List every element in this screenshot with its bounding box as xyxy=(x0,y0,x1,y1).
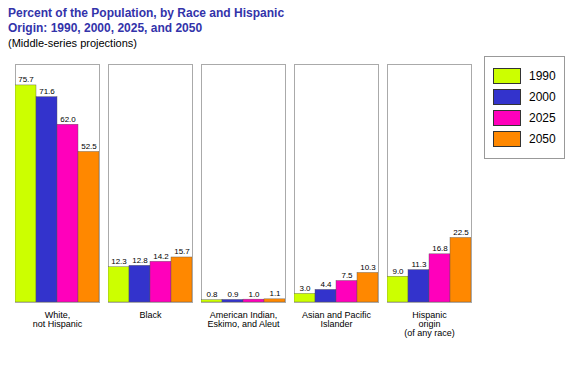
html-text:1990: 1990 xyxy=(529,69,556,83)
svg-text:71.6: 71.6 xyxy=(39,87,55,96)
html-text:2050: 2050 xyxy=(529,132,556,146)
svg-text:12.3: 12.3 xyxy=(111,257,127,266)
svg-text:52.5: 52.5 xyxy=(81,142,97,151)
html-text:2000: 2000 xyxy=(529,90,556,104)
svg-text:22.5: 22.5 xyxy=(453,228,469,237)
svg-text:11.3: 11.3 xyxy=(412,260,428,269)
svg-text:1.1: 1.1 xyxy=(269,289,281,298)
svg-text:0.8: 0.8 xyxy=(206,290,218,299)
svg-text:9.0: 9.0 xyxy=(392,267,404,276)
svg-text:14.2: 14.2 xyxy=(153,252,169,261)
svg-text:12.8: 12.8 xyxy=(132,256,148,265)
svg-text:75.7: 75.7 xyxy=(18,75,34,84)
svg-text:Black: Black xyxy=(139,310,162,320)
svg-text:7.5: 7.5 xyxy=(341,271,353,280)
svg-text:15.7: 15.7 xyxy=(174,247,190,256)
svg-text:4.4: 4.4 xyxy=(320,280,332,289)
svg-text:1.0: 1.0 xyxy=(248,290,260,299)
html-text:2025: 2025 xyxy=(529,111,556,125)
svg-text:0.9: 0.9 xyxy=(227,290,239,299)
svg-text:American Indian,Eskimo, and Al: American Indian,Eskimo, and Aleut xyxy=(207,310,280,329)
html-text:Percent of the Population, by: Percent of the Population, by Race and H… xyxy=(8,6,285,35)
html-text:(Middle-series projections): (Middle-series projections) xyxy=(8,37,137,49)
svg-text:10.3: 10.3 xyxy=(360,263,376,272)
svg-text:White,not Hispanic: White,not Hispanic xyxy=(33,310,83,329)
svg-text:Asian and PacificIslander: Asian and PacificIslander xyxy=(302,310,372,329)
svg-text:62.0: 62.0 xyxy=(60,115,76,124)
svg-text:16.8: 16.8 xyxy=(432,244,448,253)
svg-text:Hispanicorigin(of any race): Hispanicorigin(of any race) xyxy=(404,310,455,338)
svg-text:3.0: 3.0 xyxy=(299,284,311,293)
